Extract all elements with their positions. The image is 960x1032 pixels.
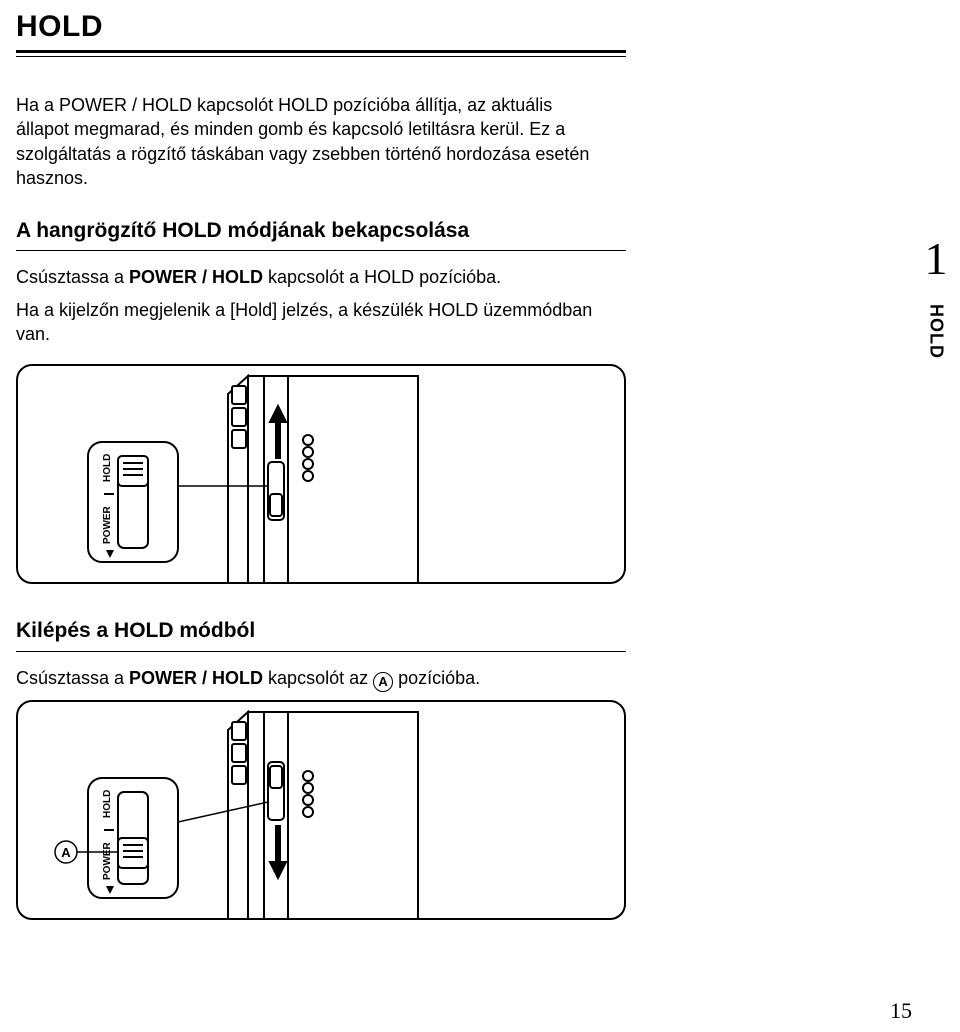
title-underline	[16, 50, 626, 57]
page-title: HOLD	[16, 10, 912, 44]
text-fragment: Csúsztassa a	[16, 668, 129, 688]
figure-hold-on: POWER HOLD	[16, 364, 626, 584]
svg-text:A: A	[61, 845, 71, 860]
chapter-label: HOLD	[926, 304, 947, 359]
switch-label-power: POWER	[102, 506, 113, 545]
text-fragment: Csúsztassa a	[16, 267, 129, 287]
divider	[16, 651, 626, 652]
intro-paragraph: Ha a POWER / HOLD kapcsolót HOLD pozíció…	[16, 93, 596, 190]
text-fragment: kapcsolót az	[263, 668, 373, 688]
switch-label-hold: HOLD	[102, 789, 113, 817]
chapter-number: 1	[912, 236, 960, 282]
divider	[16, 250, 626, 251]
section1-sub: Ha a kijelzőn megjelenik a [Hold] jelzés…	[16, 298, 596, 347]
section1-instruction: Csúsztassa a POWER / HOLD kapcsolót a HO…	[16, 265, 596, 289]
circled-a-icon: A	[373, 672, 393, 692]
text-fragment: kapcsolót a HOLD pozícióba.	[263, 267, 501, 287]
section1-heading: A hangrögzítő HOLD módjának bekapcsolása	[16, 218, 596, 244]
side-column: 1 HOLD	[912, 236, 960, 359]
switch-label-power: POWER	[102, 841, 113, 880]
figure-hold-off: POWER HOLD A	[16, 700, 626, 920]
section2-heading: Kilépés a HOLD módból	[16, 618, 596, 644]
text-fragment: pozícióba.	[393, 668, 480, 688]
switch-label-hold: HOLD	[102, 454, 113, 482]
section2-instruction: Csúsztassa a POWER / HOLD kapcsolót az A…	[16, 666, 596, 692]
bold-fragment: POWER / HOLD	[129, 668, 263, 688]
page-number: 15	[890, 998, 912, 1024]
bold-fragment: POWER / HOLD	[129, 267, 263, 287]
